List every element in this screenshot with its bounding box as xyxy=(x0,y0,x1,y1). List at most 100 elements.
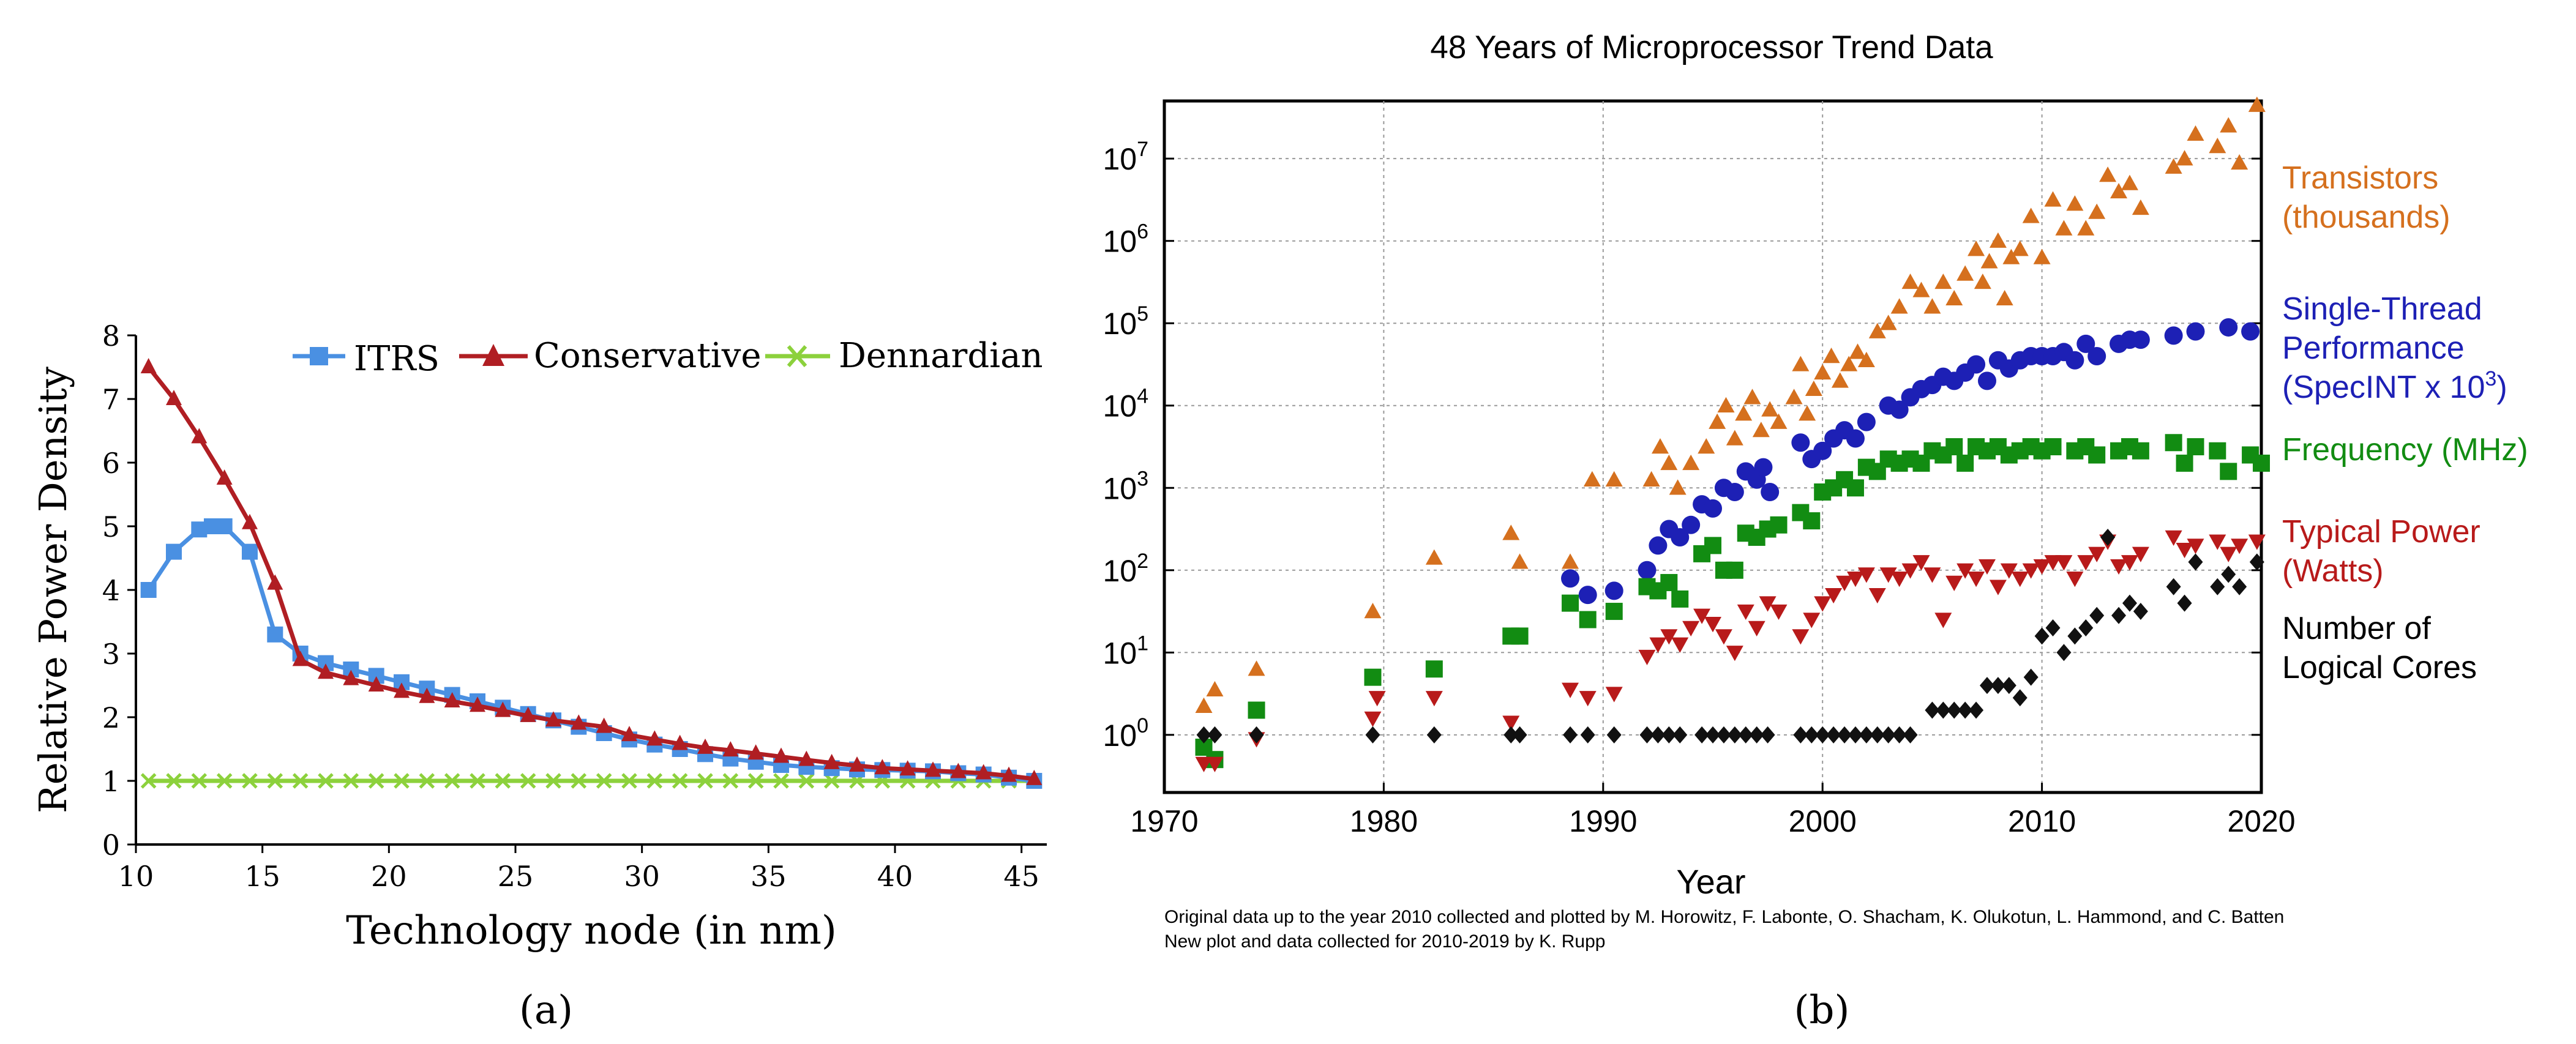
b-point-cores xyxy=(1503,726,1519,744)
b-point-transistors xyxy=(2110,182,2128,199)
a-point-conservative xyxy=(950,762,967,778)
b-point-single-thread xyxy=(1671,528,1690,546)
b-point-single-thread xyxy=(1725,482,1744,501)
b-point-frequency xyxy=(1846,479,1864,497)
a-point-dennardian xyxy=(545,773,561,789)
b-point-transistors xyxy=(1934,273,1952,289)
b-point-cores xyxy=(1580,726,1595,744)
a-point-conservative xyxy=(419,687,435,703)
b-point-power xyxy=(1912,555,1930,571)
b-point-transistors xyxy=(1912,282,1930,297)
b-point-power xyxy=(1923,567,1941,583)
a-point-itrs xyxy=(166,543,182,560)
b-point-power xyxy=(2248,534,2266,550)
b-point-cores xyxy=(2067,627,2083,645)
b-point-cores xyxy=(2232,578,2247,595)
b-point-cores xyxy=(1749,726,1764,744)
a-x-axis-label: Technology node (in nm) xyxy=(346,908,837,953)
b-series-labels: Transistors (thousands) Single-Thread Pe… xyxy=(2282,160,2528,685)
b-point-power xyxy=(1868,587,1886,604)
b-point-transistors xyxy=(1974,273,1991,289)
b-point-power xyxy=(1726,646,1743,662)
a-legend: ITRS Conservative Dennardian xyxy=(293,336,1043,379)
b-point-single-thread xyxy=(1649,536,1668,555)
b-point-transistors xyxy=(1968,240,1985,256)
b-point-cores xyxy=(1837,726,1852,744)
b-point-transistors xyxy=(2165,158,2182,174)
a-point-dennardian xyxy=(823,773,840,789)
b-footnote-2: New plot and data collected for 2010-201… xyxy=(1164,931,1605,952)
b-point-cores xyxy=(1925,701,1940,719)
b-point-cores xyxy=(1606,726,1622,744)
a-point-dennardian xyxy=(646,773,663,789)
b-point-power xyxy=(1989,580,2007,595)
b-x-tick-label: 2010 xyxy=(2008,804,2076,838)
b-point-transistors xyxy=(2002,248,2020,264)
a-point-conservative xyxy=(874,759,891,775)
b-point-single-thread xyxy=(1857,412,1876,431)
b-point-transistors xyxy=(1761,401,1779,417)
a-point-conservative xyxy=(470,696,485,712)
b-point-transistors xyxy=(1840,356,1858,371)
a-y-tick-label: 2 xyxy=(102,701,120,734)
b-point-power xyxy=(2176,542,2193,559)
b-point-power xyxy=(1649,637,1667,653)
b-point-power xyxy=(1704,617,1721,633)
a-point-itrs xyxy=(140,582,157,598)
b-point-single-thread xyxy=(1791,433,1810,452)
b-point-transistors xyxy=(2176,150,2193,166)
b-label-cores-2: Logical Cores xyxy=(2282,650,2477,685)
b-point-frequency xyxy=(1956,454,1974,472)
b-point-cores xyxy=(1903,726,1918,744)
b-point-transistors xyxy=(1425,549,1443,565)
b-label-cores-1: Number of xyxy=(2282,611,2431,646)
b-label-power-1: Typical Power xyxy=(2282,514,2481,550)
a-y-tick-label: 0 xyxy=(102,829,120,862)
b-x-tick-label: 2000 xyxy=(1789,804,1857,838)
b-point-transistors xyxy=(2088,203,2106,219)
b-point-power xyxy=(1425,691,1443,707)
b-point-power xyxy=(1814,596,1832,612)
b-point-transistors xyxy=(1682,454,1700,471)
b-point-transistors xyxy=(1364,603,1382,619)
b-label-perf-3: (SpecINT x 103) xyxy=(2282,367,2507,405)
a-point-conservative xyxy=(697,738,713,754)
b-point-transistors xyxy=(1583,471,1601,487)
b-point-transistors xyxy=(1857,351,1875,367)
a-point-dennardian xyxy=(216,773,233,789)
b-point-power xyxy=(1502,715,1520,731)
b-point-transistors xyxy=(1770,413,1788,429)
a-line-conservative xyxy=(146,365,1035,781)
b-point-power xyxy=(1846,572,1864,587)
b-point-frequency xyxy=(1425,660,1443,678)
b-point-cores xyxy=(1892,726,1907,744)
b-point-cores xyxy=(1365,726,1380,744)
a-y-axis-label: Relative Power Density xyxy=(31,367,75,813)
b-point-cores xyxy=(2122,594,2137,612)
b-point-transistors xyxy=(2121,174,2138,190)
b-point-transistors xyxy=(1799,405,1816,421)
b-point-transistors xyxy=(1717,397,1735,412)
a-point-conservative xyxy=(394,682,410,698)
a-point-dennardian xyxy=(520,773,536,789)
b-point-cores xyxy=(1661,726,1677,744)
b-footnote-1: Original data up to the year 2010 collec… xyxy=(1164,907,2284,927)
b-point-single-thread xyxy=(2186,322,2205,341)
b-point-power xyxy=(1206,756,1224,772)
b-point-power xyxy=(2066,572,2084,587)
b-title: 48 Years of Microprocessor Trend Data xyxy=(1430,29,1993,65)
b-point-cores xyxy=(2089,606,2105,624)
b-point-transistors xyxy=(1805,380,1822,397)
a-point-conservative xyxy=(444,692,460,707)
b-point-power xyxy=(1759,596,1777,612)
b-point-transistors xyxy=(1822,348,1840,364)
b-point-single-thread xyxy=(2241,322,2260,341)
b-label-frequency: Frequency (MHz) xyxy=(2282,432,2528,468)
b-point-transistors xyxy=(2187,125,2204,141)
b-point-power xyxy=(1979,559,1996,575)
b-y-tick-label: 101 xyxy=(1103,632,1148,670)
b-point-single-thread xyxy=(1561,569,1580,588)
b-point-cores xyxy=(1512,726,1527,744)
b-point-cores xyxy=(1958,701,1973,719)
